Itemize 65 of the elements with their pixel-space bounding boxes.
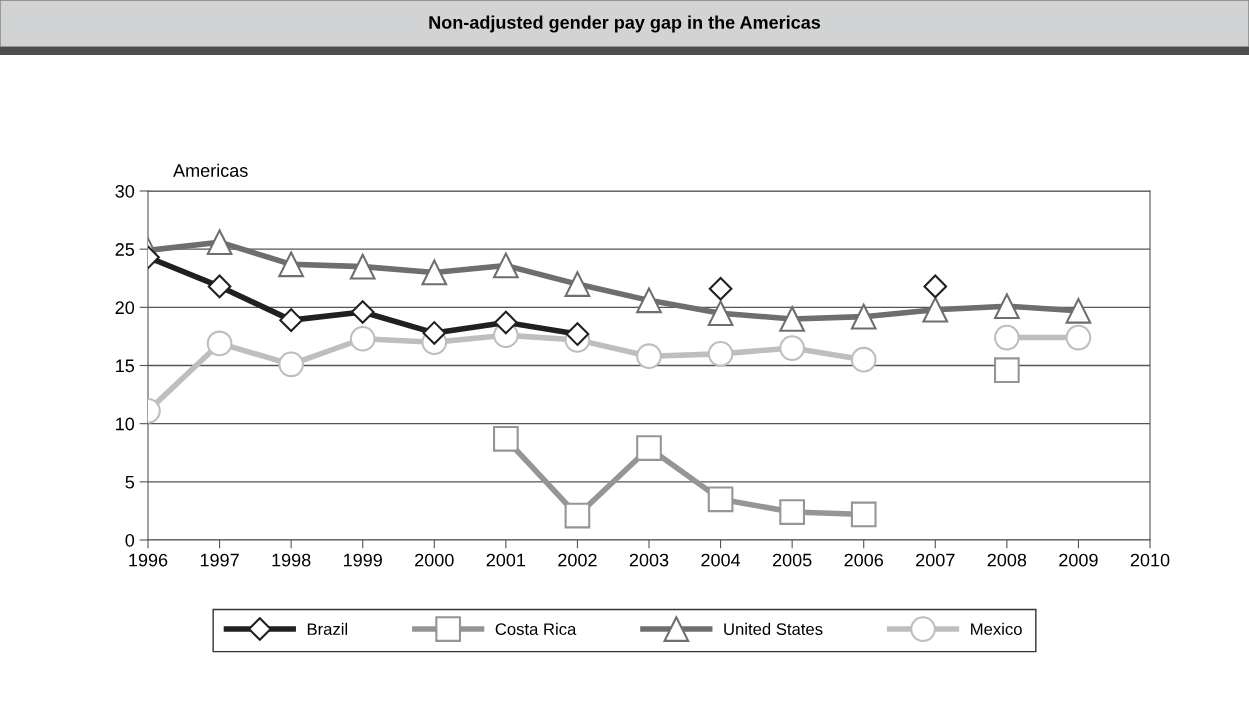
legend-label: Mexico [971,622,1022,636]
x-tick-label: 2001 [486,553,526,567]
point [278,351,304,378]
point [779,335,805,361]
x-tick-label: 2009 [1059,553,1098,567]
point [493,425,519,452]
x-tick-label: 2010 [1130,553,1170,567]
point [850,501,877,528]
x-tick-label: 2005 [772,553,812,567]
point [994,293,1020,320]
point [494,310,518,335]
point [422,321,447,345]
point [349,325,376,352]
point [207,274,232,299]
legend-label: Costa Rica [495,622,577,636]
point [707,486,734,513]
y-tick-label: 10 [116,417,135,431]
point [1065,297,1092,324]
point [279,308,303,332]
point [421,259,448,286]
point [708,276,733,301]
point [850,303,877,330]
x-tick-label: 1998 [272,553,311,567]
point [707,300,734,326]
x-tick-label: 2003 [629,553,669,567]
point [779,499,805,525]
y-tick-label: 25 [115,243,135,256]
point [922,296,949,323]
point [707,341,734,367]
point [850,346,877,373]
point [779,306,805,332]
legend-label: Brazil [307,622,348,636]
y-tick-label: 30 [115,184,135,198]
point [636,287,662,314]
y-tick-label: 15 [116,359,135,373]
point [278,251,304,278]
x-tick-label: 1997 [200,553,239,567]
point [994,357,1020,383]
x-tick-label: 2002 [558,553,597,567]
point [565,322,590,346]
x-tick-label: 2006 [844,553,884,567]
point [349,253,376,280]
y-axis-title: Americas [173,163,248,177]
legend-label: United States [724,622,823,636]
y-tick-label: 20 [115,301,135,315]
point [923,274,948,299]
point [493,252,519,279]
point [1065,324,1092,351]
x-tick-label: 2007 [916,553,955,567]
point [206,330,233,357]
point [636,343,662,370]
x-tick-label: 2000 [415,553,454,567]
x-tick-label: 1999 [344,553,382,567]
point [564,502,591,529]
y-tick-label: 0 [125,533,135,547]
point [636,435,662,461]
point [564,271,591,297]
x-tick-label: 1996 [129,553,168,567]
x-tick-label: 2008 [987,553,1027,567]
point [206,229,233,256]
chart-title: Non-adjusted gender pay gap in the Americas [429,15,821,33]
x-tick-label: 2004 [701,553,741,567]
point [350,300,375,324]
point [994,324,1020,351]
y-tick-label: 5 [125,475,135,489]
